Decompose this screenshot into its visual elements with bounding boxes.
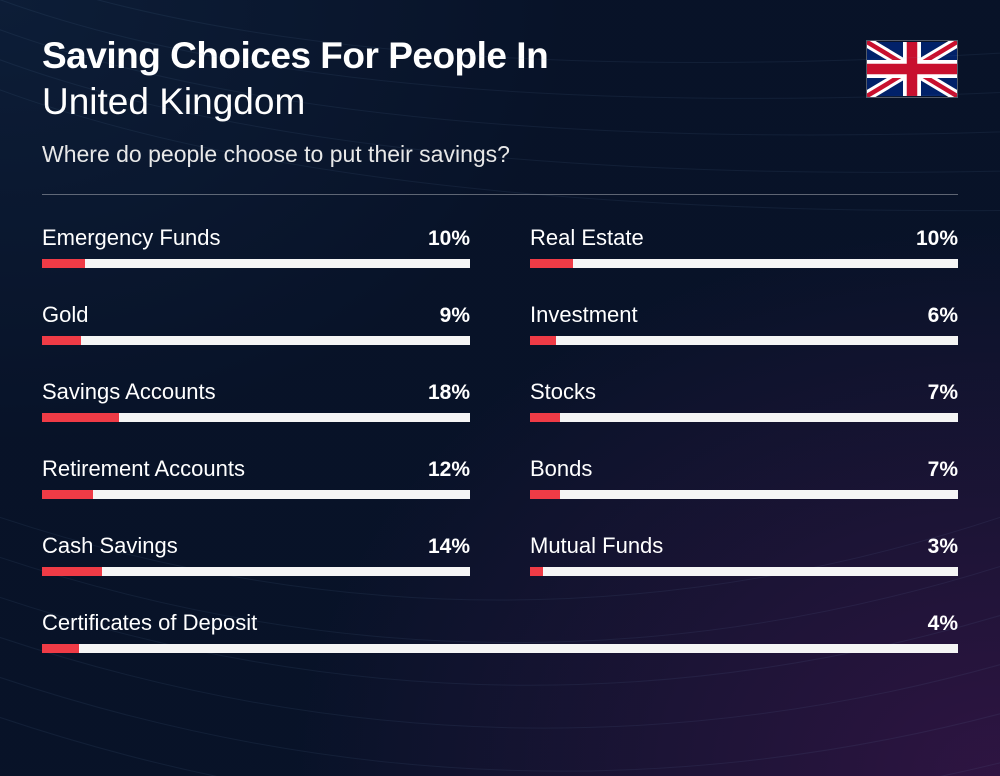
bar-fill <box>530 259 573 268</box>
bar-track <box>530 336 958 345</box>
bar-track <box>42 490 470 499</box>
bar-track <box>530 490 958 499</box>
bar-label: Cash Savings <box>42 533 178 559</box>
bar-fill <box>530 413 560 422</box>
bar-item-head: Cash Savings 14% <box>42 533 470 559</box>
bar-label: Retirement Accounts <box>42 456 245 482</box>
bar-label: Certificates of Deposit <box>42 610 257 636</box>
bar-label: Stocks <box>530 379 596 405</box>
bar-fill <box>42 413 119 422</box>
bar-item-head: Investment 6% <box>530 302 958 328</box>
bar-label: Emergency Funds <box>42 225 221 251</box>
bar-value: 9% <box>440 304 470 328</box>
bar-value: 14% <box>428 535 470 559</box>
bar-value: 10% <box>428 227 470 251</box>
bar-track <box>42 336 470 345</box>
bar-item: Emergency Funds 10% <box>42 225 470 268</box>
bar-track <box>530 567 958 576</box>
bar-fill <box>42 567 102 576</box>
bar-value: 10% <box>916 227 958 251</box>
bar-value: 18% <box>428 381 470 405</box>
bar-label: Investment <box>530 302 638 328</box>
bar-item: Certificates of Deposit 4% <box>42 610 958 653</box>
bar-fill <box>42 259 85 268</box>
bar-item: Stocks 7% <box>530 379 958 422</box>
bar-item: Real Estate 10% <box>530 225 958 268</box>
bar-track <box>42 413 470 422</box>
bar-label: Mutual Funds <box>530 533 663 559</box>
bar-item: Mutual Funds 3% <box>530 533 958 576</box>
bar-fill <box>42 644 79 653</box>
bar-item: Gold 9% <box>42 302 470 345</box>
title-line-2: United Kingdom <box>42 79 866 125</box>
uk-flag-icon <box>866 40 958 98</box>
bar-fill <box>42 336 81 345</box>
bar-item-head: Bonds 7% <box>530 456 958 482</box>
bar-track <box>530 259 958 268</box>
bar-item-head: Retirement Accounts 12% <box>42 456 470 482</box>
bars-grid: Emergency Funds 10% Real Estate 10% Gold 9% In… <box>42 225 958 653</box>
bar-item-head: Gold 9% <box>42 302 470 328</box>
bar-label: Real Estate <box>530 225 644 251</box>
header-divider <box>42 194 958 195</box>
bar-item-head: Emergency Funds 10% <box>42 225 470 251</box>
bar-fill <box>530 336 556 345</box>
bar-item: Savings Accounts 18% <box>42 379 470 422</box>
bar-track <box>42 567 470 576</box>
header: Saving Choices For People In United King… <box>42 36 958 168</box>
bar-item: Retirement Accounts 12% <box>42 456 470 499</box>
bar-item: Cash Savings 14% <box>42 533 470 576</box>
bar-item: Bonds 7% <box>530 456 958 499</box>
title-line-1: Saving Choices For People In <box>42 36 866 77</box>
bar-item-head: Mutual Funds 3% <box>530 533 958 559</box>
bar-value: 6% <box>928 304 958 328</box>
bar-item-head: Stocks 7% <box>530 379 958 405</box>
bar-fill <box>530 567 543 576</box>
bar-track <box>42 259 470 268</box>
bar-label: Gold <box>42 302 88 328</box>
bar-label: Bonds <box>530 456 592 482</box>
bar-item-head: Certificates of Deposit 4% <box>42 610 958 636</box>
bar-item-head: Real Estate 10% <box>530 225 958 251</box>
bar-value: 12% <box>428 458 470 482</box>
title-block: Saving Choices For People In United King… <box>42 36 866 168</box>
bar-value: 7% <box>928 458 958 482</box>
bar-fill <box>530 490 560 499</box>
bar-value: 4% <box>928 612 958 636</box>
bar-item: Investment 6% <box>530 302 958 345</box>
bar-item-head: Savings Accounts 18% <box>42 379 470 405</box>
bar-track <box>42 644 958 653</box>
bar-fill <box>42 490 93 499</box>
bar-track <box>530 413 958 422</box>
subtitle: Where do people choose to put their savi… <box>42 141 866 168</box>
bar-value: 3% <box>928 535 958 559</box>
bar-value: 7% <box>928 381 958 405</box>
bar-label: Savings Accounts <box>42 379 216 405</box>
